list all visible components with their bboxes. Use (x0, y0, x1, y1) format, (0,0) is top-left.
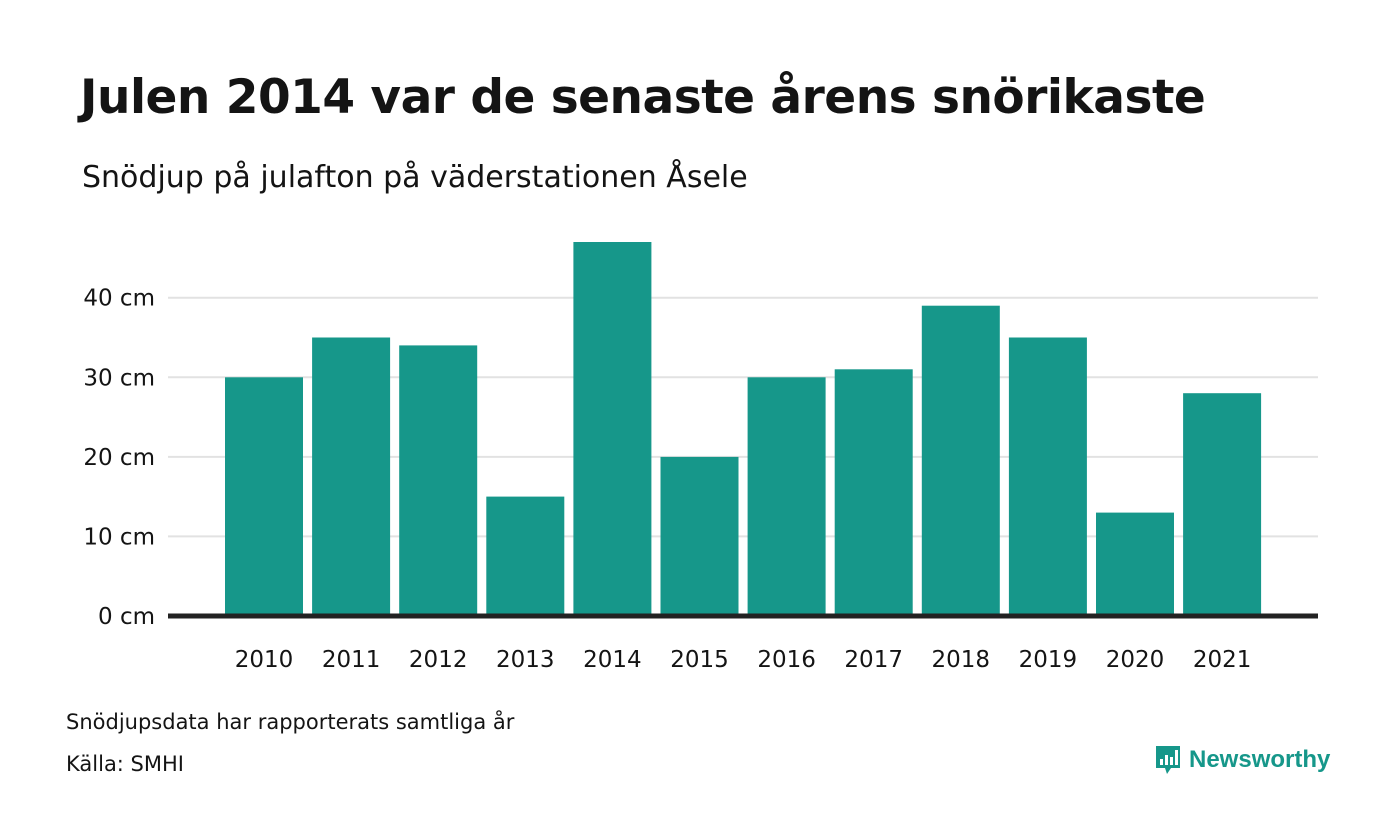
y-tick-label: 10 cm (83, 524, 155, 550)
x-axis-ticks: 2010 2011 2012 2013 2014 2015 2016 2017 2018 2019… (235, 647, 1252, 673)
y-tick-label: 20 cm (83, 445, 155, 471)
x-tick-label: 2014 (583, 647, 642, 673)
brand-logo: Newsworthy (1154, 744, 1330, 776)
bar-2012 (399, 345, 478, 616)
bar-2013 (486, 496, 565, 616)
bar-2017 (834, 369, 913, 616)
bar-2020 (1096, 512, 1174, 616)
y-tick-label: 0 cm (98, 604, 155, 630)
bar-2021 (1183, 393, 1262, 616)
y-tick-label: 40 cm (83, 286, 155, 312)
bar-2016 (747, 377, 826, 616)
data-note: Snödjupsdata har rapporterats samtliga å… (66, 710, 515, 734)
newsworthy-logo-icon (1156, 746, 1180, 774)
x-tick-label: 2020 (1106, 647, 1165, 673)
bars (225, 242, 1262, 616)
x-tick-label: 2010 (235, 647, 294, 673)
x-tick-label: 2019 (1019, 647, 1078, 673)
y-axis-ticks: 0 cm 10 cm 20 cm 30 cm 40 cm (83, 286, 155, 630)
x-tick-label: 2011 (322, 647, 381, 673)
bar-2018 (921, 305, 1000, 616)
x-tick-label: 2018 (932, 647, 991, 673)
y-tick-label: 30 cm (83, 365, 155, 391)
x-tick-label: 2013 (496, 647, 555, 673)
bar-2019 (1008, 337, 1087, 616)
x-tick-label: 2017 (844, 647, 903, 673)
bar-2010 (225, 377, 303, 616)
x-tick-label: 2015 (670, 647, 729, 673)
x-tick-label: 2016 (757, 647, 816, 673)
bar-2015 (660, 456, 739, 616)
chart-title: Julen 2014 var de senaste årens snörikas… (80, 70, 1206, 125)
brand-name: Newsworthy (1189, 746, 1331, 773)
bar-2014 (573, 242, 652, 616)
chart-subtitle: Snödjup på julafton på väderstationen Ås… (82, 160, 748, 195)
source-note: Källa: SMHI (66, 752, 184, 776)
x-tick-label: 2012 (409, 647, 468, 673)
x-tick-label: 2021 (1193, 647, 1252, 673)
bar-2011 (312, 337, 391, 616)
